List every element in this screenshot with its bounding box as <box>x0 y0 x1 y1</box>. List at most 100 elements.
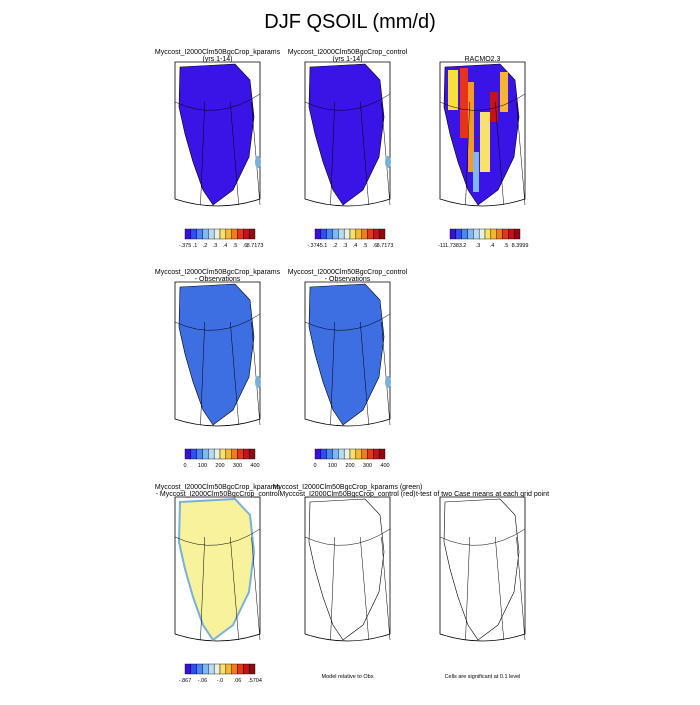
colorbar-box <box>231 663 238 675</box>
colorbar-box <box>361 448 368 460</box>
meridian <box>330 536 335 641</box>
colorbar-box <box>248 448 256 460</box>
colorbar-box <box>361 228 368 240</box>
land <box>178 283 255 426</box>
map-panel: t-test of two Case means at each grid po… <box>416 491 549 680</box>
colorbar-box <box>320 228 327 240</box>
colorbar-box <box>237 228 244 240</box>
colorbar-box <box>496 228 503 240</box>
map-panel: Myccost_I2000Clm50BgcCrop_control(yrs 1-… <box>288 49 408 249</box>
meridian <box>495 101 504 206</box>
panel-note: Cells are significant at 0.1 level <box>445 674 521 680</box>
colorbar-box <box>484 228 492 240</box>
colorbar-label: -.0 <box>217 678 223 684</box>
colorbar-box <box>237 663 244 675</box>
colorbar-label: -.06 <box>198 678 207 684</box>
colorbar-box <box>314 448 322 460</box>
colorbar-label: 400 <box>250 463 259 469</box>
panel-title: (yrs 1-14) <box>333 56 363 63</box>
colorbar-label: .4 <box>490 243 495 249</box>
colorbar-label: 100 <box>198 463 207 469</box>
land <box>178 63 255 206</box>
colorbar-box <box>225 448 232 460</box>
colorbar-box <box>449 228 457 240</box>
parallel <box>304 93 391 111</box>
colorbar-label: 300 <box>233 463 242 469</box>
island <box>385 376 391 388</box>
meridian <box>200 101 205 206</box>
colorbar-box <box>332 228 339 240</box>
colorbar-box <box>508 228 515 240</box>
land <box>177 497 256 642</box>
colorbar-box <box>326 448 333 460</box>
meridian <box>465 536 470 641</box>
colorbar-box <box>213 228 221 240</box>
colorbar-box <box>332 448 339 460</box>
colorbar-box <box>378 448 386 460</box>
meridian <box>465 101 470 206</box>
panel-title: Myccost_I2000Clm50BgcCrop_kparams <box>155 484 281 491</box>
colorbar-box <box>184 448 192 460</box>
meridian <box>381 101 391 206</box>
colorbar-label: .2 <box>462 243 467 249</box>
parallel <box>304 313 391 331</box>
colorbar-label: .6 <box>373 243 378 249</box>
colorbar-box <box>213 663 221 675</box>
panel-title: Myccost_I2000Clm50BgcCrop_kparams (green… <box>273 484 423 491</box>
meridian <box>330 321 335 426</box>
panel-title: RACMO2.3 <box>465 56 501 63</box>
meridian <box>360 536 369 641</box>
meridian <box>230 101 239 206</box>
colorbar-label: .4 <box>223 243 228 249</box>
parallel <box>439 528 526 546</box>
colorbar-label: .2 <box>333 243 338 249</box>
colorbar-box <box>231 228 238 240</box>
colorbar-label: 400 <box>380 463 389 469</box>
meridian <box>200 321 205 426</box>
colorbar-label: .06 <box>234 678 242 684</box>
colorbar-label: -.867 <box>179 678 192 684</box>
colorbar-label: .1 <box>323 243 328 249</box>
colorbar-label: 200 <box>345 463 354 469</box>
colorbar-box <box>338 448 345 460</box>
colorbar-box <box>367 448 374 460</box>
panel-title: Myccost_I2000Clm50BgcCrop_control (red) <box>279 491 415 498</box>
colorbar-box <box>502 228 509 240</box>
island <box>255 156 261 168</box>
colorbar-box <box>467 228 474 240</box>
colorbar-label: .5 <box>363 243 368 249</box>
colorbar-box <box>219 448 227 460</box>
land <box>308 63 385 206</box>
colorbar-box <box>196 228 203 240</box>
colorbar-box <box>243 448 250 460</box>
map-panel: Myccost_I2000Clm50BgcCrop_control- Obser… <box>288 269 408 469</box>
colorbar-box <box>196 663 203 675</box>
panel-title: - Myccost_I2000Clm50BgcCrop_control <box>156 491 280 498</box>
meridian <box>330 101 335 206</box>
colorbar-label: 8.7173 <box>247 243 264 249</box>
map-panel: RACMO2.3 -111.7383.2 .3 .4 .5 8.3999 <box>438 56 528 249</box>
grid-cells <box>500 72 508 112</box>
colorbar-box <box>208 663 215 675</box>
meridian <box>381 536 391 641</box>
meridian <box>251 101 261 206</box>
meridian <box>360 321 369 426</box>
meridian <box>516 101 526 206</box>
colorbar-label: 100 <box>328 463 337 469</box>
panel-title: - Observations <box>325 276 371 283</box>
colorbar-box <box>184 663 192 675</box>
colorbar-box <box>208 228 215 240</box>
colorbar-box <box>202 228 209 240</box>
meridian <box>381 321 391 426</box>
colorbar-box <box>202 448 209 460</box>
colorbar-label: 8.7173 <box>377 243 394 249</box>
panel-title: t-test of two Case means at each grid po… <box>416 491 549 498</box>
colorbar-label: .3 <box>476 243 481 249</box>
colorbar-label: .5704 <box>248 678 262 684</box>
colorbar-box <box>237 448 244 460</box>
meridian <box>230 536 239 641</box>
grid-cells <box>490 92 498 122</box>
colorbar-label: .3 <box>213 243 218 249</box>
colorbar-box <box>225 663 232 675</box>
